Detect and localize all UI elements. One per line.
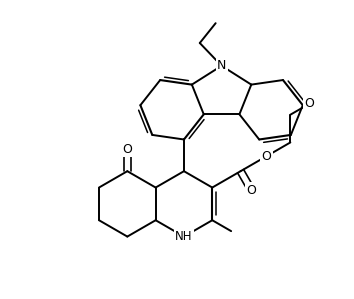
Text: NH: NH xyxy=(175,230,193,243)
Text: O: O xyxy=(122,143,132,156)
Text: O: O xyxy=(304,97,314,110)
Text: O: O xyxy=(246,184,256,196)
Text: O: O xyxy=(261,150,271,163)
Text: N: N xyxy=(217,59,226,72)
